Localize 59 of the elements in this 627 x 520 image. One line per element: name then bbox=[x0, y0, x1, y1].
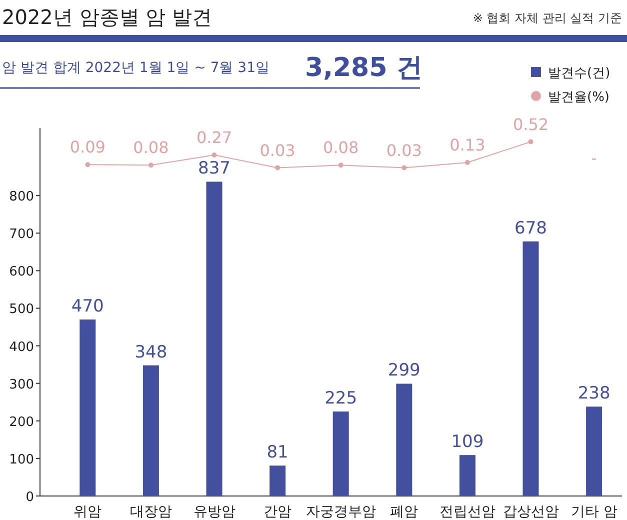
data-label: 238 bbox=[578, 384, 610, 404]
x-tick-label: 전립선암 bbox=[439, 504, 496, 520]
bar bbox=[142, 365, 159, 496]
data-label: 0.08 bbox=[323, 138, 359, 158]
data-label: 0.27 bbox=[196, 128, 232, 148]
y-tick-label: 200 bbox=[9, 414, 34, 430]
text: ※ 협회 자체 관리 실적 기준 bbox=[472, 11, 622, 25]
data-label: 0.13 bbox=[450, 135, 486, 154]
y-tick-label: 300 bbox=[9, 377, 34, 392]
x-tick-label: 대장암 bbox=[130, 504, 172, 520]
data-label: 0.08 bbox=[133, 138, 169, 158]
data-label: 0.03 bbox=[386, 140, 422, 160]
y-tick-label: 700 bbox=[9, 227, 34, 242]
y-tick-label: 600 bbox=[9, 264, 34, 280]
point bbox=[338, 162, 344, 168]
y-tick-label: 0 bbox=[26, 490, 34, 505]
bar bbox=[459, 455, 476, 496]
data-label: 470 bbox=[71, 296, 104, 317]
point bbox=[85, 162, 90, 168]
data-label: 0.52 bbox=[512, 114, 549, 134]
chart-subtitle: 암 발견 합계 2022년 1월 1일 ~ 7월 31일 bbox=[2, 60, 270, 76]
point bbox=[148, 162, 154, 168]
bar bbox=[270, 466, 286, 496]
x-tick-label: 위암 bbox=[74, 504, 102, 520]
data-label: 348 bbox=[134, 342, 168, 362]
bar bbox=[586, 406, 602, 496]
data-label: 225 bbox=[324, 388, 358, 409]
y-tick-label: 500 bbox=[9, 302, 34, 318]
point bbox=[275, 165, 280, 170]
legend-label: 발견율(%) bbox=[548, 90, 610, 105]
bar bbox=[206, 182, 222, 496]
point bbox=[464, 160, 470, 165]
point bbox=[212, 152, 217, 158]
bar bbox=[522, 241, 539, 496]
bar bbox=[80, 320, 96, 496]
bar bbox=[332, 412, 349, 496]
x-tick-label: 유방암 bbox=[193, 504, 236, 520]
x-tick-label: 자궁경부암 bbox=[306, 504, 376, 520]
data-label: 109 bbox=[451, 432, 484, 452]
text: 3,285 건 bbox=[305, 53, 422, 83]
data-label: 837 bbox=[198, 158, 230, 179]
data-label: 299 bbox=[388, 360, 420, 381]
data-label: 81 bbox=[266, 442, 288, 463]
x-tick-label: 폐암 bbox=[390, 504, 418, 520]
data-label: 678 bbox=[514, 218, 547, 238]
x-tick-label: 갑상선암 bbox=[502, 504, 559, 520]
chart-title: 2022년 암종별 암 발견 bbox=[2, 5, 212, 29]
y-tick-label: 800 bbox=[9, 190, 34, 205]
x-tick-label: 간암 bbox=[264, 504, 292, 520]
x-tick-label: 기타 암 bbox=[570, 504, 618, 520]
y-tick-label: 400 bbox=[9, 340, 34, 355]
bar bbox=[396, 384, 412, 496]
point bbox=[402, 165, 407, 170]
y-tick-label: 100 bbox=[9, 452, 34, 468]
legend-label: 발견수(건) bbox=[548, 66, 610, 81]
text: - bbox=[591, 148, 597, 168]
point bbox=[528, 139, 534, 144]
data-label: 0.03 bbox=[260, 140, 296, 160]
data-label: 0.09 bbox=[70, 138, 106, 157]
